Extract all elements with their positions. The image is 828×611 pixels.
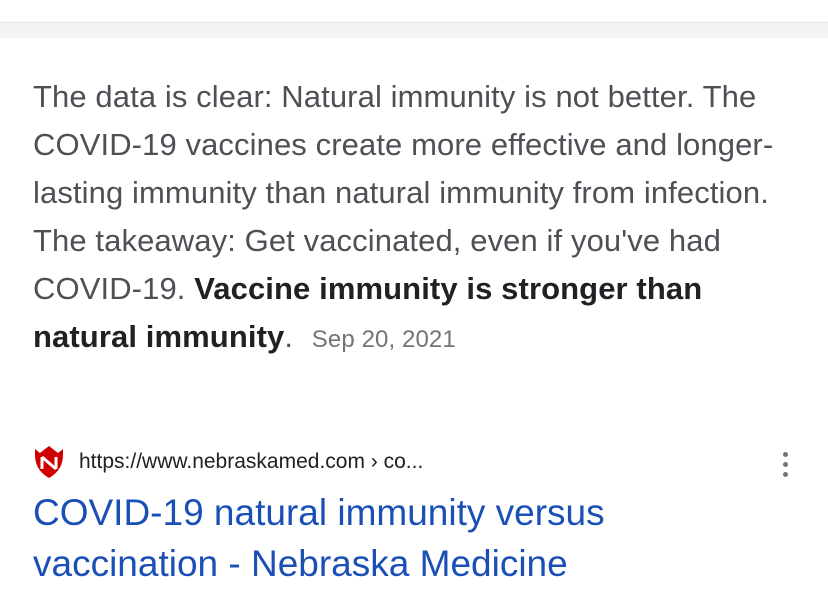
snippet-highlight: Vaccine immunity is stronger than natura…: [33, 271, 703, 354]
vertical-ellipsis-icon-dot: [782, 471, 788, 477]
top-band: [0, 0, 828, 22]
more-options-button[interactable]: [770, 446, 800, 482]
section-divider: [0, 22, 828, 38]
result-source[interactable]: https://www.nebraskamed.com › co...: [33, 444, 803, 480]
nebraska-medicine-favicon-icon: [35, 446, 63, 478]
featured-snippet: The data is clear: Natural immunity is n…: [33, 73, 808, 364]
source-url[interactable]: https://www.nebraskamed.com › co...: [79, 450, 424, 473]
vertical-ellipsis-icon-dot: [782, 461, 788, 467]
snippet-punctuation: .: [284, 319, 294, 354]
snippet-date: Sep 20, 2021: [311, 326, 456, 353]
result-title-link[interactable]: COVID-19 natural immunity versus vaccina…: [33, 492, 605, 584]
snippet-text: The data is clear: Natural immunity is n…: [33, 79, 774, 306]
vertical-ellipsis-icon: [782, 451, 788, 457]
